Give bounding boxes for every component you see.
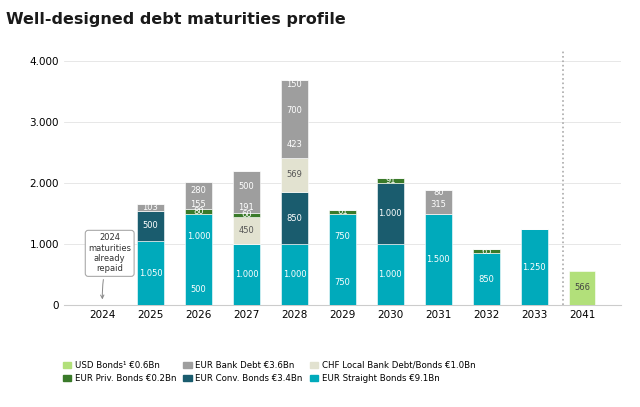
Bar bbox=[185, 214, 212, 305]
Text: 1.050: 1.050 bbox=[139, 269, 163, 278]
Text: 500: 500 bbox=[239, 182, 254, 190]
Text: 500: 500 bbox=[143, 221, 158, 230]
Text: 315: 315 bbox=[431, 199, 446, 208]
Text: 750: 750 bbox=[335, 278, 350, 287]
Text: 423: 423 bbox=[287, 140, 302, 149]
Text: 103: 103 bbox=[143, 203, 159, 212]
Text: 60: 60 bbox=[241, 210, 252, 219]
Text: 450: 450 bbox=[239, 226, 254, 235]
Bar bbox=[138, 204, 164, 211]
Text: 280: 280 bbox=[191, 186, 206, 195]
Bar bbox=[138, 211, 164, 241]
Text: 700: 700 bbox=[287, 106, 302, 115]
Bar bbox=[185, 209, 212, 214]
Bar bbox=[233, 244, 260, 305]
Text: 2024
maturities
already
repaid: 2024 maturities already repaid bbox=[88, 233, 131, 298]
Bar bbox=[377, 244, 404, 305]
Text: 150: 150 bbox=[287, 80, 302, 89]
Bar bbox=[329, 210, 356, 214]
Bar bbox=[281, 158, 308, 193]
Bar bbox=[281, 244, 308, 305]
Text: 1.500: 1.500 bbox=[426, 255, 450, 264]
Bar bbox=[473, 253, 500, 305]
Bar bbox=[473, 249, 500, 253]
Text: 1.000: 1.000 bbox=[235, 270, 259, 279]
Bar bbox=[233, 213, 260, 217]
Text: 1.000: 1.000 bbox=[379, 209, 402, 218]
Bar bbox=[281, 80, 308, 158]
Text: 80: 80 bbox=[433, 188, 444, 197]
Text: 155: 155 bbox=[191, 199, 206, 208]
Bar bbox=[281, 192, 308, 244]
Text: 750: 750 bbox=[335, 232, 350, 241]
Bar bbox=[185, 182, 212, 209]
Legend: USD Bonds¹ €0.6Bn, EUR Priv. Bonds €0.2Bn, EUR Bank Debt €3.6Bn, EUR Conv. Bonds: USD Bonds¹ €0.6Bn, EUR Priv. Bonds €0.2B… bbox=[63, 361, 475, 383]
Text: 61: 61 bbox=[337, 207, 348, 216]
Text: 1.000: 1.000 bbox=[283, 270, 306, 279]
Text: 1.000: 1.000 bbox=[187, 232, 211, 241]
Bar bbox=[425, 214, 452, 305]
Bar bbox=[569, 271, 595, 305]
Text: 566: 566 bbox=[574, 283, 590, 293]
Bar bbox=[425, 190, 452, 214]
Text: 80: 80 bbox=[193, 207, 204, 216]
Bar bbox=[233, 217, 260, 244]
Text: Well-designed debt maturities profile: Well-designed debt maturities profile bbox=[6, 12, 346, 27]
Text: 569: 569 bbox=[287, 171, 302, 179]
Bar bbox=[377, 183, 404, 244]
Bar bbox=[521, 229, 547, 305]
Text: 1.250: 1.250 bbox=[522, 263, 546, 271]
Text: 500: 500 bbox=[191, 285, 206, 295]
Text: 191: 191 bbox=[239, 203, 254, 212]
Bar bbox=[377, 177, 404, 183]
Text: 1.000: 1.000 bbox=[379, 270, 402, 279]
Text: 91: 91 bbox=[385, 176, 396, 185]
Text: 850: 850 bbox=[479, 275, 494, 284]
Text: 850: 850 bbox=[287, 214, 302, 223]
Bar bbox=[138, 241, 164, 305]
Bar bbox=[233, 171, 260, 213]
Bar bbox=[329, 214, 356, 305]
Text: 65: 65 bbox=[481, 247, 492, 256]
